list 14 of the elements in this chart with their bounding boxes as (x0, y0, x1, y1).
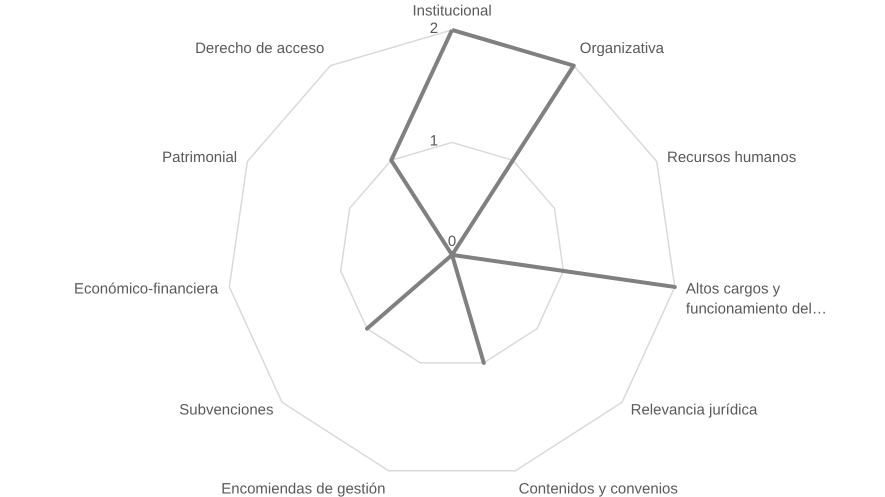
spoke-label: Recursos humanos (666, 148, 796, 166)
spoke-label: Subvenciones (179, 402, 274, 419)
spoke-label: Altos cargos y funcionamiento del… (686, 280, 827, 318)
spoke-label: Derecho de acceso (195, 40, 324, 58)
spoke-label: Contenidos y convenios (518, 480, 678, 497)
y-tick-label: 2 (430, 20, 438, 37)
y-tick-label: 0 (448, 232, 456, 250)
spoke-label: Relevancia jurídica (630, 402, 758, 419)
y-tick-label: 1 (430, 132, 438, 150)
spoke-label: Encomiendas de gestión (221, 480, 386, 497)
spoke-label: Económico-financiera (74, 280, 219, 298)
spoke-label: Organizativa (580, 40, 665, 58)
spoke-label: Patrimonial (162, 148, 238, 166)
spoke-label: Institucional (412, 2, 492, 20)
